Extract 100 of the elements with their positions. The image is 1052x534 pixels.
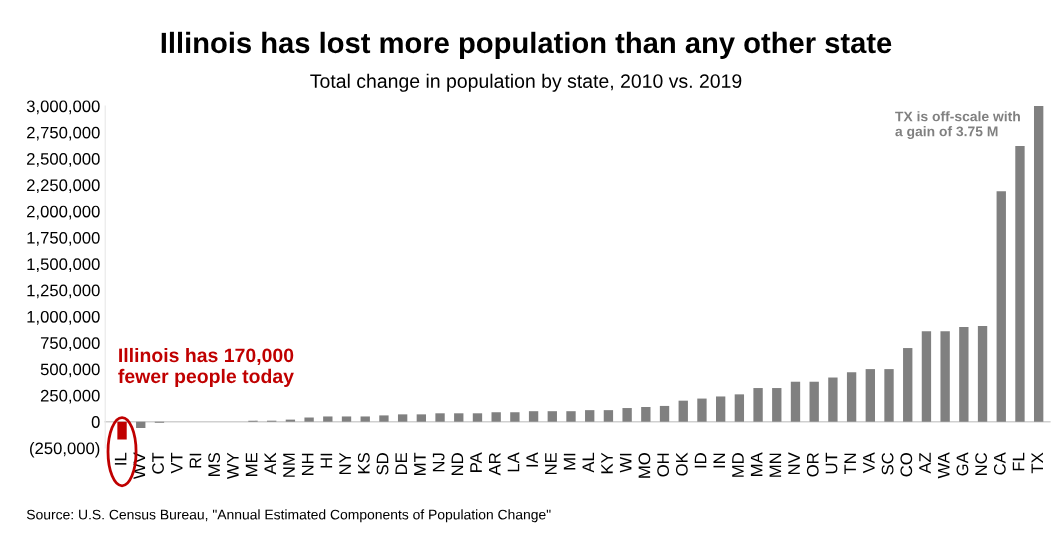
x-tick-label: MO bbox=[638, 453, 651, 478]
x-tick-label: CA bbox=[993, 452, 1006, 475]
bar bbox=[1015, 145, 1025, 422]
x-tick-label: NJ bbox=[432, 453, 445, 472]
y-tick-label: 250,000 bbox=[40, 389, 100, 404]
bar bbox=[940, 331, 950, 422]
bar bbox=[659, 405, 670, 422]
x-tick-label: OH bbox=[657, 453, 670, 477]
annotation: Illinois has 170,000 fewer people today bbox=[118, 347, 294, 387]
bar bbox=[903, 348, 913, 422]
bar bbox=[1034, 106, 1044, 422]
x-tick-label: AL bbox=[582, 452, 595, 473]
y-tick-label: 3,000,000 bbox=[26, 100, 100, 115]
x-tick-label: UT bbox=[825, 452, 838, 474]
bar bbox=[697, 398, 707, 422]
bar bbox=[678, 400, 688, 422]
annotation: TX is off-scale with a gain of 3.75 M bbox=[895, 111, 1020, 140]
x-tick-label: NM bbox=[283, 453, 295, 477]
bar bbox=[753, 388, 763, 422]
x-tick-label: RI bbox=[189, 453, 202, 468]
x-tick-label: NV bbox=[788, 452, 800, 475]
bar bbox=[641, 406, 651, 422]
x-tick-label: KY bbox=[601, 452, 613, 474]
bar bbox=[715, 396, 726, 422]
bar bbox=[360, 416, 370, 422]
x-tick-label: ND bbox=[451, 453, 464, 475]
bar bbox=[977, 325, 988, 422]
x-tick-label: FL bbox=[1012, 452, 1025, 471]
bar bbox=[454, 413, 464, 422]
y-tick-label: 2,250,000 bbox=[27, 179, 100, 194]
x-tick-label: IN bbox=[713, 453, 725, 468]
x-tick-label: MT bbox=[414, 452, 426, 475]
x-tick-label: MI bbox=[563, 453, 576, 470]
bar bbox=[341, 416, 352, 422]
y-tick-label: 500,000 bbox=[40, 363, 100, 378]
x-tick-label: NH bbox=[301, 453, 314, 475]
y-tick-label: 1,000,000 bbox=[27, 310, 100, 325]
y-tick-label: 1,750,000 bbox=[27, 231, 100, 246]
x-tick-label: MD bbox=[732, 453, 744, 477]
bar bbox=[622, 408, 632, 422]
bar bbox=[734, 394, 745, 422]
bar bbox=[304, 417, 314, 422]
x-tick-label: IL bbox=[114, 452, 127, 465]
x-tick-label: MA bbox=[750, 452, 763, 476]
chart-title: Illinois has lost more population than any other state bbox=[161, 31, 892, 59]
bar bbox=[828, 377, 838, 422]
x-tick-label: VA bbox=[863, 452, 875, 474]
y-tick-label: 2,000,000 bbox=[27, 205, 100, 220]
x-tick-label: IA bbox=[526, 452, 538, 467]
bar bbox=[379, 415, 389, 422]
x-tick-label: WI bbox=[619, 453, 632, 473]
bar bbox=[547, 411, 557, 422]
x-tick-label: AR bbox=[489, 453, 501, 476]
bar bbox=[603, 410, 614, 422]
y-tick-label: 750,000 bbox=[40, 337, 100, 351]
y-tick-label: 1,250,000 bbox=[27, 284, 100, 299]
x-tick-label: HI bbox=[320, 453, 333, 468]
x-tick-label: CT bbox=[152, 452, 164, 474]
bar bbox=[790, 381, 801, 422]
x-tick-label: TX bbox=[1031, 452, 1043, 474]
x-tick-label: AZ bbox=[919, 452, 931, 474]
bar bbox=[510, 412, 520, 422]
x-tick-label: OR bbox=[806, 453, 819, 477]
bar bbox=[117, 421, 127, 440]
x-tick-label: OK bbox=[675, 452, 688, 476]
bar bbox=[528, 411, 539, 422]
bar bbox=[323, 416, 333, 422]
bar bbox=[285, 419, 296, 422]
x-tick-label: CO bbox=[900, 453, 913, 477]
bar bbox=[809, 381, 819, 422]
x-tick-label: ID bbox=[694, 453, 707, 468]
y-tick-label: (250,000) bbox=[30, 441, 100, 458]
bar bbox=[397, 414, 408, 422]
x-tick-label: PA bbox=[470, 452, 482, 472]
x-tick-label: NY bbox=[339, 452, 351, 475]
x-tick-label: SC bbox=[881, 452, 894, 475]
bar bbox=[435, 413, 445, 422]
bar bbox=[996, 191, 1006, 422]
x-tick-label: WY bbox=[227, 452, 239, 480]
x-tick-label: AK bbox=[264, 452, 276, 475]
x-tick-label: MN bbox=[769, 453, 782, 477]
x-tick-label: LA bbox=[507, 452, 520, 472]
bar bbox=[585, 410, 595, 422]
y-tick-label: 2,500,000 bbox=[27, 153, 100, 167]
x-tick-label: TN bbox=[844, 453, 856, 475]
bar bbox=[136, 421, 146, 429]
x-tick-label: DE bbox=[395, 452, 407, 475]
x-tick-label: KS bbox=[357, 453, 370, 474]
x-tick-label: SD bbox=[376, 453, 389, 475]
bar bbox=[491, 412, 501, 422]
x-tick-label: ME bbox=[245, 452, 258, 476]
x-tick-label: VT bbox=[171, 452, 183, 474]
bar bbox=[472, 413, 483, 422]
x-tick-label: NE bbox=[545, 452, 557, 475]
x-tick-label: NC bbox=[975, 452, 988, 475]
bar bbox=[416, 414, 427, 422]
bar bbox=[865, 369, 875, 422]
bar bbox=[846, 372, 857, 422]
bar bbox=[959, 327, 969, 422]
chart-subtitle: Total change in population by state, 2010 vs. 2019 bbox=[310, 73, 742, 92]
